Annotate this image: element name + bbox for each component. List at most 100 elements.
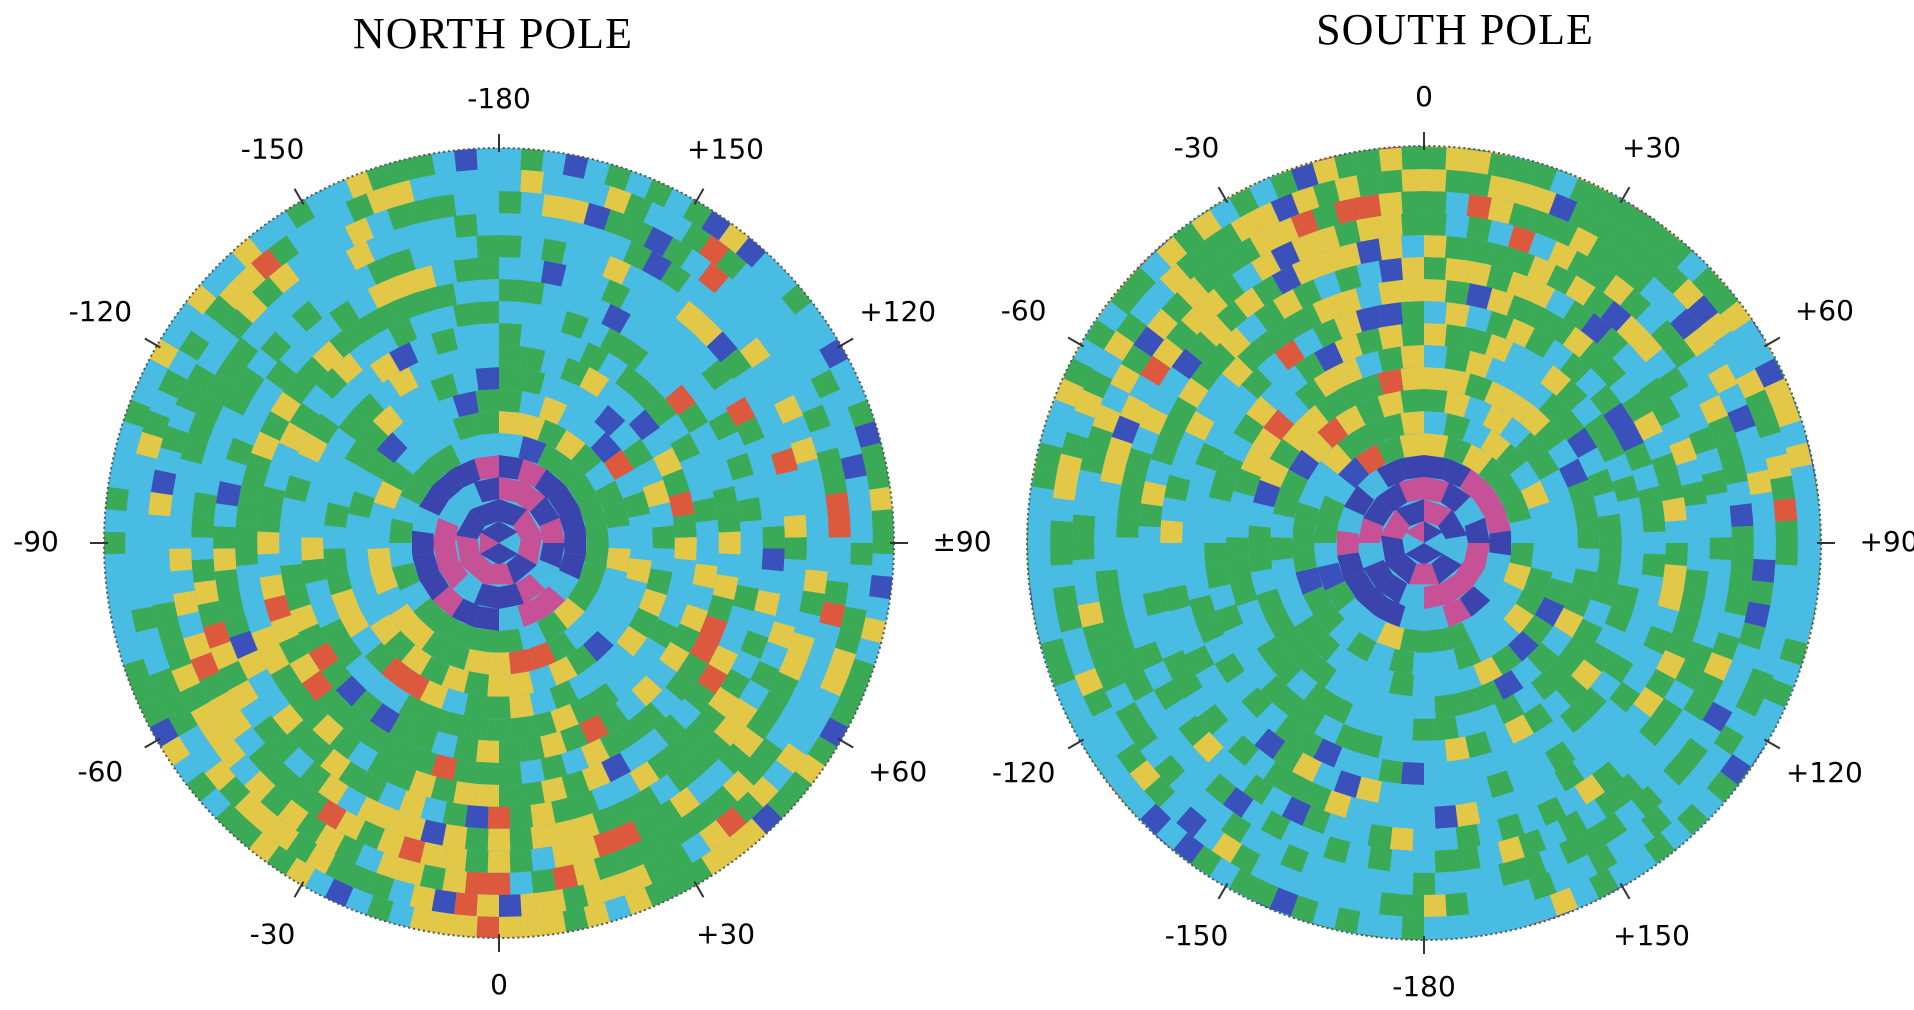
map-cell: [487, 653, 511, 675]
map-cell: [827, 559, 851, 583]
map-cell: [848, 564, 872, 588]
map-cell: [1007, 498, 1031, 522]
map-cell: [488, 851, 511, 873]
map-cell: [1356, 127, 1381, 152]
map-cell: [1773, 498, 1797, 522]
map-cell: [509, 694, 534, 719]
map-cell: [1356, 912, 1381, 937]
map-cell: [453, 302, 478, 327]
map-cell: [696, 543, 719, 566]
map-cell: [1161, 497, 1186, 522]
map-cell: [1379, 192, 1403, 216]
map-cell: [1466, 172, 1491, 197]
map-cell: [476, 169, 499, 192]
longitude-label: +120: [1786, 756, 1863, 789]
longitude-label: +60: [868, 755, 927, 788]
map-cell: [476, 279, 499, 302]
tick: [145, 339, 161, 348]
map-cell: [476, 894, 499, 917]
map-cell: [520, 258, 544, 282]
map-cell: [454, 892, 478, 916]
map-cell: [476, 784, 499, 807]
map-cell: [1012, 607, 1038, 633]
map-cell: [487, 719, 510, 741]
map-cell: [1401, 191, 1424, 214]
map-surface: [1006, 125, 1842, 961]
map-cell: [520, 148, 544, 172]
map-cell: [828, 515, 851, 538]
map-cell: [1445, 781, 1470, 806]
map-cell: [1094, 526, 1116, 549]
map-cell: [192, 492, 217, 517]
map-cell: [1798, 532, 1820, 555]
map-cell: [1390, 871, 1413, 894]
map-cell: [1687, 548, 1710, 571]
map-cell: [737, 497, 762, 522]
map-cell: [1007, 564, 1031, 588]
map-cell: [1401, 894, 1424, 917]
map-cell: [125, 543, 148, 566]
map-cell: [257, 509, 281, 533]
map-cell: [1435, 849, 1458, 872]
map-cell: [323, 525, 346, 548]
map-cell: [1775, 543, 1798, 566]
map-cell: [214, 503, 238, 527]
map-cell: [1731, 548, 1754, 571]
map-cell: [1445, 915, 1469, 939]
map-cell: [1434, 805, 1458, 829]
map-cell: [1226, 514, 1250, 538]
map-cell: [1754, 537, 1776, 560]
map-cell: [1445, 302, 1470, 327]
map-cell: [235, 543, 258, 566]
map-cell: [1379, 236, 1403, 260]
map-cell: [1424, 389, 1448, 413]
longitude-label: ±90: [932, 525, 991, 558]
map-cell: [1401, 301, 1424, 324]
map-cell: [872, 509, 895, 532]
map-cell: [1028, 532, 1050, 555]
map-cell: [499, 191, 522, 214]
map-cell: [499, 235, 522, 258]
map-cell: [476, 235, 499, 258]
map-cell: [475, 389, 499, 413]
map-cell: [1357, 889, 1382, 914]
map-cell: [1390, 849, 1413, 872]
map-cell: [1791, 596, 1816, 621]
map-cell: [1753, 515, 1776, 538]
map-cell: [737, 564, 762, 589]
map-cell: [1413, 851, 1436, 873]
map-cell: [1445, 192, 1469, 216]
map-cell: [520, 170, 544, 194]
map-cell: [760, 503, 784, 527]
map-cell: [1116, 537, 1138, 560]
map-cell: [465, 871, 488, 894]
map-cell: [1818, 564, 1842, 588]
map-cell: [674, 537, 697, 560]
longitude-label: -120: [992, 756, 1056, 789]
map-cell: [443, 802, 468, 827]
map-cell: [499, 894, 522, 917]
map-cell: [1378, 280, 1403, 305]
longitude-label: -120: [69, 295, 133, 328]
map-cell: [103, 509, 126, 532]
map-cell: [1413, 807, 1436, 829]
map-cell: [805, 503, 829, 527]
map-cell: [257, 553, 281, 577]
map-cell: [1424, 257, 1447, 280]
map-cell: [1412, 653, 1436, 675]
map-cell: [1094, 503, 1118, 527]
map-cell: [1379, 258, 1403, 282]
map-cell: [1226, 537, 1249, 560]
map-cell: [1401, 257, 1424, 280]
map-cell: [717, 509, 741, 533]
map-cell: [453, 781, 478, 806]
map-cell: [301, 537, 324, 560]
map-cell: [1445, 258, 1469, 282]
map-cell: [1445, 937, 1469, 961]
map-cell: [1424, 169, 1447, 192]
map-cell: [1204, 520, 1227, 543]
map-cell: [1751, 492, 1775, 516]
map-cell: [1706, 492, 1731, 517]
map-cell: [1379, 126, 1403, 150]
map-cell: [476, 740, 499, 763]
